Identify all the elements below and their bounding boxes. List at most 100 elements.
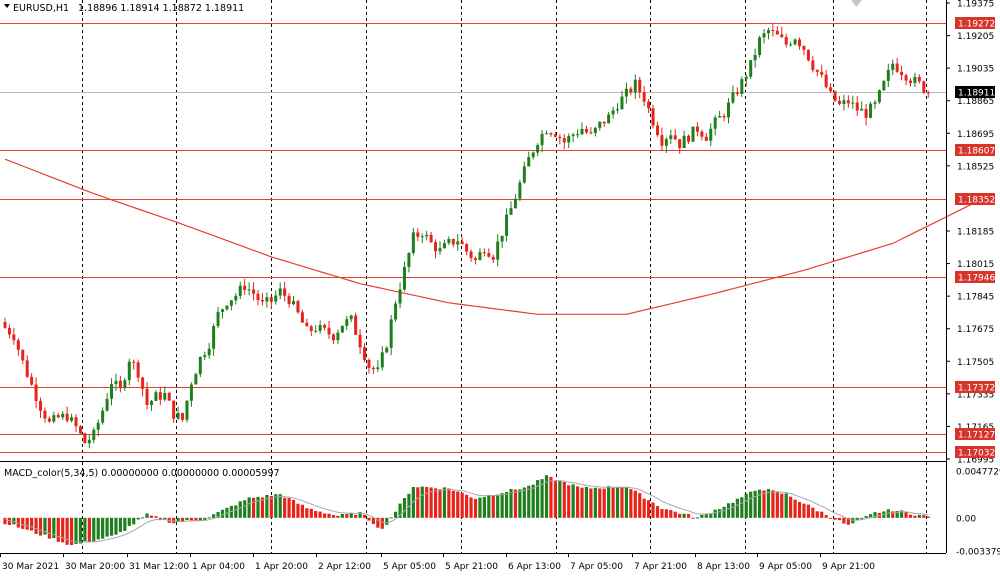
bull-candle (212, 325, 216, 349)
macd-bar-falling (287, 498, 291, 518)
symbol-menu-arrow-icon[interactable] (4, 4, 10, 8)
macd-bar-rising (238, 501, 242, 518)
bear-candle (660, 135, 664, 146)
macd-bar-falling (309, 508, 313, 518)
macd-bar-falling (771, 490, 775, 518)
macd-bar-rising (52, 517, 56, 539)
bull-candle (340, 325, 344, 333)
bull-candle (318, 324, 322, 331)
bull-candle (87, 439, 91, 444)
bull-candle (877, 90, 881, 103)
macd-bar-falling (598, 488, 602, 518)
macd-bar-rising (504, 492, 509, 518)
bull-candle (96, 422, 100, 430)
macd-bar-rising (176, 517, 180, 522)
macd-bar-falling (647, 500, 651, 518)
bull-candle (607, 114, 611, 124)
macd-bar-rising (873, 512, 877, 518)
macd-bar-falling (913, 515, 917, 518)
bear-candle (687, 135, 691, 142)
bear-candle (358, 334, 362, 348)
macd-bar-rising (868, 514, 873, 518)
macd-bar-rising (757, 489, 762, 518)
macd-bar-falling (416, 487, 420, 518)
bull-candle (505, 214, 509, 236)
bear-candle (132, 361, 136, 363)
macd-bar-rising (700, 514, 704, 518)
macd-bar-rising (43, 517, 47, 535)
bear-candle (558, 136, 562, 139)
macd-bar-falling (664, 509, 668, 518)
horizontal-level-lines[interactable] (0, 23, 946, 453)
price-tick-label: 1.17845 (957, 293, 994, 303)
bear-candle (811, 60, 815, 70)
macd-bar-falling (354, 514, 358, 518)
bear-candle (367, 359, 371, 368)
bear-candle (908, 80, 912, 84)
macd-bar-falling (833, 517, 837, 520)
bear-candle (491, 256, 495, 260)
macd-bar-falling (300, 504, 304, 518)
price-badge-label: 1.19272 (958, 20, 995, 30)
macd-bar-falling (180, 517, 185, 523)
time-axis[interactable]: 30 Mar 2021 30 Mar 20:00 31 Mar 12:00 1 Apr… (0, 553, 876, 572)
bull-candle (616, 109, 620, 111)
bear-candle (704, 136, 708, 141)
bear-candle (820, 71, 824, 75)
macd-bar-falling (296, 503, 300, 518)
macd-bar-rising (92, 517, 96, 542)
macd-bar-rising (531, 484, 535, 518)
macd-bar-rising (558, 480, 562, 518)
macd-bar-rising (78, 517, 83, 544)
macd-bar-falling (802, 503, 806, 518)
bull-candle (407, 253, 411, 267)
macd-bar-falling (331, 515, 336, 518)
macd-bar-rising (127, 517, 131, 526)
macd-bar-rising (340, 513, 344, 518)
macd-bar-rising (487, 494, 491, 518)
bear-candle (260, 299, 264, 302)
price-tick-label: 1.17675 (957, 325, 994, 335)
price-axis[interactable]: 1.19375 1.19205 1.19035 1.18865 1.18695 1.185… (946, 0, 994, 466)
bull-candle (345, 319, 349, 326)
macd-bar-falling (283, 497, 287, 518)
macd-bar-rising (615, 487, 620, 518)
bull-candle (545, 133, 549, 135)
macd-bar-falling (7, 517, 12, 526)
price-tick-label: 1.18185 (957, 228, 994, 238)
bull-candle (194, 374, 198, 385)
macd-bar-falling (846, 517, 850, 525)
price-tick-label: 1.19375 (957, 0, 994, 10)
bull-candle (531, 152, 535, 158)
macd-bar-rising (216, 512, 220, 518)
bear-candle (846, 100, 850, 104)
bear-candle (56, 415, 60, 418)
one-click-trading-icon[interactable] (851, 0, 862, 7)
macd-bar-rising (900, 510, 904, 518)
macd-bar-falling (549, 476, 553, 518)
bull-candle (456, 241, 460, 245)
macd-bar-rising (136, 517, 140, 520)
macd-bar-falling (345, 514, 349, 518)
indicator-label: MACD_color(5,34,5) 0.00000000 0.00000000… (4, 468, 280, 479)
macd-axis[interactable]: 0.0047729 0.00 -0.0033797 (956, 468, 1000, 558)
bull-candle (882, 80, 886, 91)
macd-bar-falling (260, 497, 265, 518)
macd-bar-falling (21, 517, 25, 529)
bull-candle (154, 392, 158, 401)
price-tick-label: 1.18695 (957, 130, 994, 140)
bull-candle (869, 103, 873, 118)
price-tick-label: 1.18525 (957, 162, 994, 172)
bull-candle (207, 348, 211, 356)
moving-average-path (4, 158, 973, 315)
macd-bar-rising (198, 517, 202, 521)
bear-candle (602, 121, 606, 124)
macd-bar-falling (154, 516, 158, 518)
bear-candle (584, 128, 588, 133)
bull-candle (203, 355, 207, 357)
bear-candle (553, 134, 557, 137)
bear-candle (735, 92, 739, 94)
bull-candle (229, 300, 233, 306)
macd-bar-falling (638, 493, 642, 518)
